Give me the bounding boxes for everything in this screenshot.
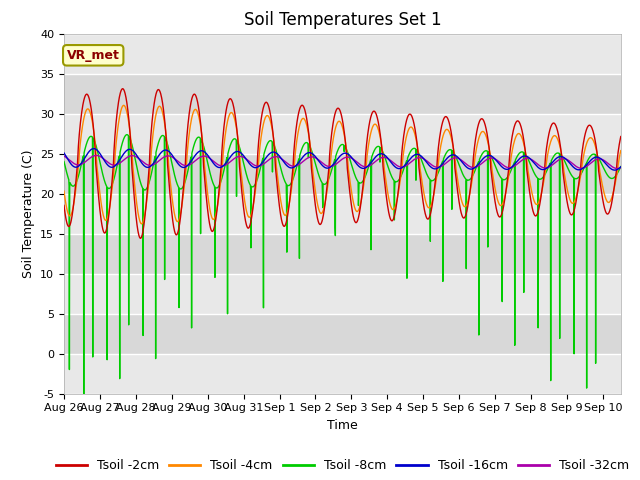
Tsoil -2cm bbox=[568, 212, 575, 218]
Tsoil -32cm bbox=[379, 155, 387, 160]
Tsoil -16cm bbox=[60, 150, 68, 156]
Tsoil -16cm bbox=[552, 156, 559, 162]
Bar bbox=[64, 114, 621, 154]
Line: Tsoil -4cm: Tsoil -4cm bbox=[64, 106, 621, 224]
X-axis label: Time: Time bbox=[327, 419, 358, 432]
Tsoil -4cm bbox=[568, 200, 575, 205]
Tsoil -4cm bbox=[617, 148, 625, 154]
Tsoil -32cm bbox=[398, 164, 406, 170]
Tsoil -16cm bbox=[90, 146, 97, 152]
Tsoil -8cm bbox=[123, 132, 131, 138]
Tsoil -2cm bbox=[60, 203, 68, 208]
Tsoil -8cm bbox=[568, 172, 575, 178]
Tsoil -32cm bbox=[567, 159, 575, 165]
Tsoil -32cm bbox=[440, 162, 448, 168]
Line: Tsoil -8cm: Tsoil -8cm bbox=[64, 135, 621, 396]
Bar bbox=[64, 274, 621, 313]
Tsoil -8cm bbox=[617, 164, 625, 169]
Tsoil -2cm bbox=[379, 163, 387, 169]
Y-axis label: Soil Temperature (C): Soil Temperature (C) bbox=[22, 149, 35, 278]
Tsoil -4cm bbox=[138, 221, 145, 227]
Tsoil -4cm bbox=[440, 129, 448, 135]
Text: VR_met: VR_met bbox=[67, 49, 120, 62]
Tsoil -2cm bbox=[617, 133, 625, 139]
Tsoil -2cm bbox=[272, 168, 280, 174]
Bar bbox=[64, 193, 621, 234]
Tsoil -8cm bbox=[379, 149, 387, 155]
Tsoil -4cm bbox=[379, 152, 387, 158]
Tsoil -2cm bbox=[119, 86, 127, 92]
Line: Tsoil -32cm: Tsoil -32cm bbox=[64, 156, 621, 168]
Tsoil -32cm bbox=[617, 165, 625, 170]
Tsoil -2cm bbox=[136, 235, 144, 241]
Tsoil -8cm bbox=[80, 393, 88, 398]
Tsoil -2cm bbox=[440, 115, 448, 120]
Tsoil -8cm bbox=[552, 151, 559, 156]
Tsoil -2cm bbox=[399, 143, 406, 149]
Tsoil -16cm bbox=[617, 164, 625, 170]
Tsoil -32cm bbox=[613, 166, 621, 171]
Tsoil -16cm bbox=[567, 162, 575, 168]
Line: Tsoil -16cm: Tsoil -16cm bbox=[64, 149, 621, 170]
Tsoil -32cm bbox=[271, 154, 279, 159]
Tsoil -32cm bbox=[60, 153, 68, 159]
Line: Tsoil -2cm: Tsoil -2cm bbox=[64, 89, 621, 238]
Tsoil -8cm bbox=[272, 147, 280, 153]
Tsoil -8cm bbox=[440, 154, 448, 160]
Tsoil -2cm bbox=[552, 122, 559, 128]
Tsoil -16cm bbox=[440, 159, 448, 165]
Tsoil -16cm bbox=[398, 165, 406, 170]
Tsoil -4cm bbox=[552, 133, 559, 139]
Title: Soil Temperatures Set 1: Soil Temperatures Set 1 bbox=[244, 11, 441, 29]
Tsoil -16cm bbox=[271, 150, 279, 156]
Tsoil -4cm bbox=[60, 188, 68, 194]
Tsoil -4cm bbox=[399, 159, 406, 165]
Tsoil -4cm bbox=[120, 103, 127, 108]
Tsoil -8cm bbox=[60, 159, 68, 165]
Tsoil -32cm bbox=[552, 159, 559, 165]
Bar bbox=[64, 354, 621, 394]
Tsoil -8cm bbox=[399, 170, 406, 176]
Legend: Tsoil -2cm, Tsoil -4cm, Tsoil -8cm, Tsoil -16cm, Tsoil -32cm: Tsoil -2cm, Tsoil -4cm, Tsoil -8cm, Tsoi… bbox=[51, 455, 634, 477]
Tsoil -16cm bbox=[379, 151, 387, 157]
Tsoil -4cm bbox=[272, 155, 280, 160]
Tsoil -16cm bbox=[611, 167, 619, 173]
Tsoil -32cm bbox=[93, 153, 100, 158]
Bar bbox=[64, 34, 621, 73]
